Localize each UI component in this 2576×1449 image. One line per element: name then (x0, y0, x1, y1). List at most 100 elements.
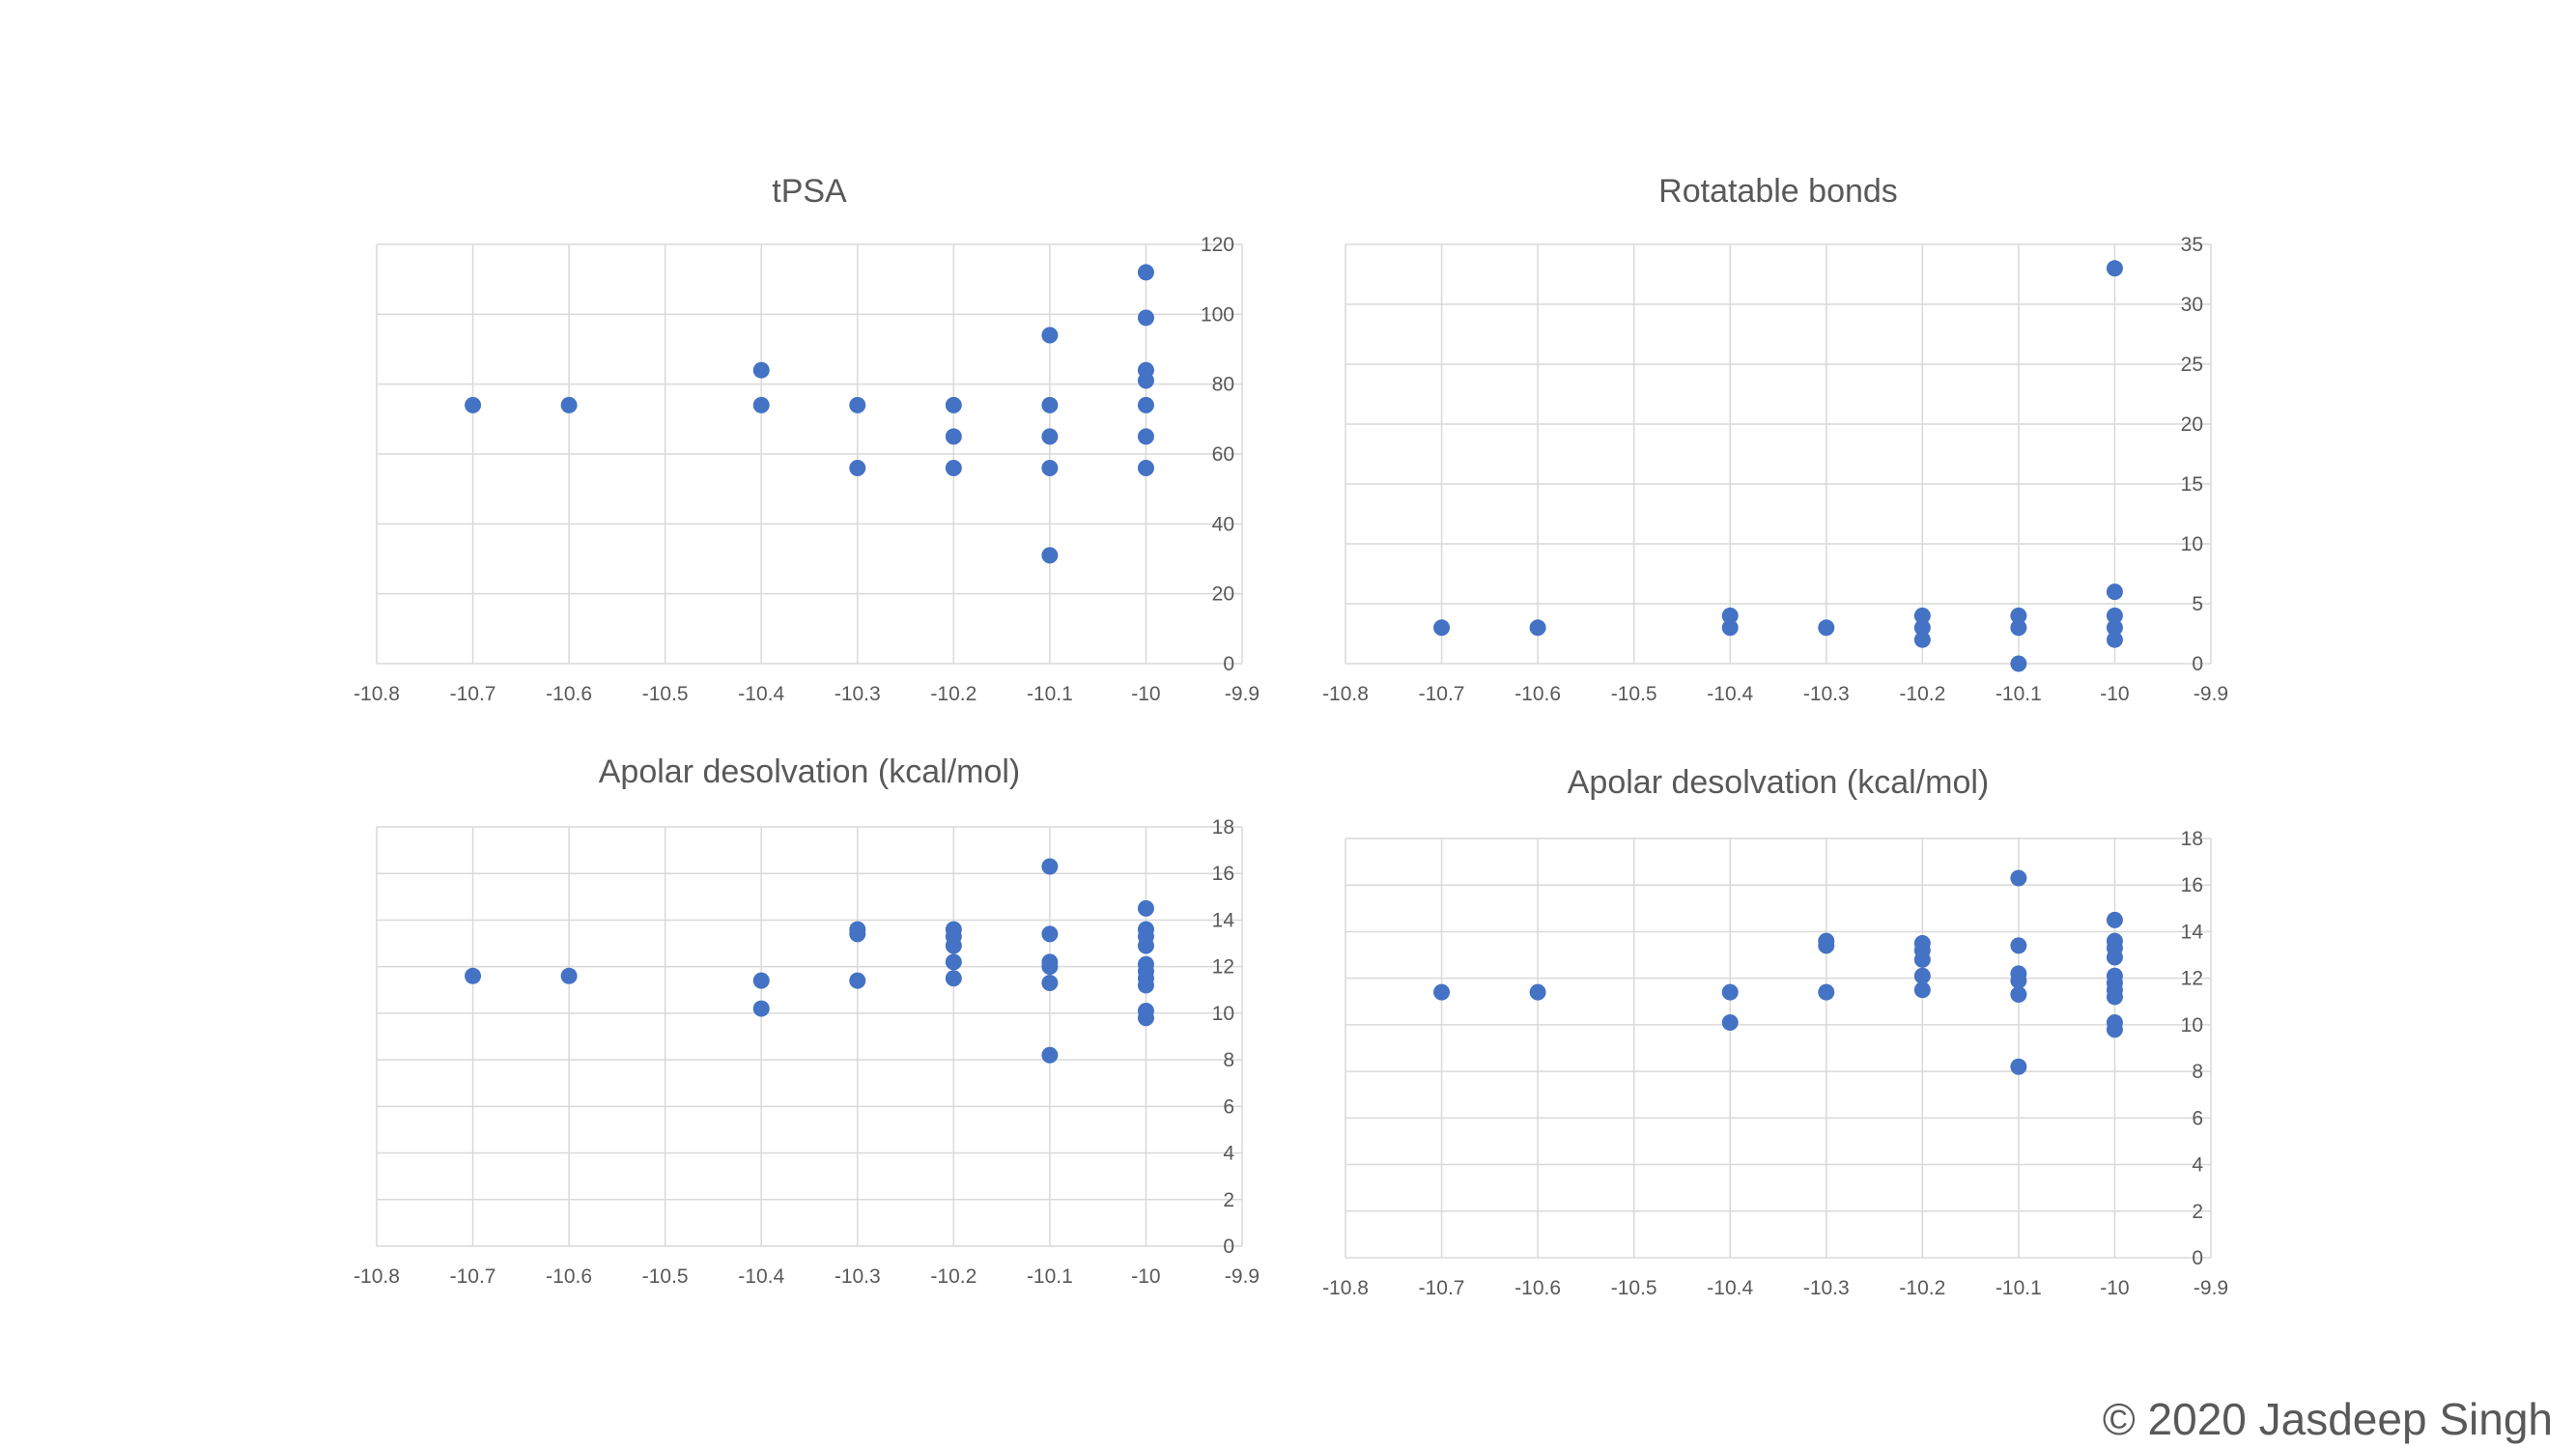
y-tick-label: 0 (1223, 653, 1234, 675)
x-tick-label: -10.2 (1899, 683, 1945, 705)
x-tick-label: -10.5 (642, 1265, 689, 1288)
x-tick-label: -10.3 (835, 683, 881, 705)
y-tick-label: 0 (2192, 653, 2203, 675)
data-point (1721, 619, 1739, 637)
y-tick-label: 10 (2181, 533, 2203, 555)
x-tick-label: -10.2 (1899, 1277, 1945, 1299)
y-tick-label: 6 (2192, 1107, 2203, 1129)
data-point (2010, 619, 2027, 637)
x-tick-label: -10.3 (1803, 683, 1850, 705)
data-point (1913, 607, 1931, 624)
x-tick-label: -10.4 (1707, 1277, 1753, 1299)
x-tick-label: -10.8 (1322, 1277, 1369, 1299)
data-point (849, 972, 866, 989)
y-tick-label: 14 (1212, 909, 1235, 931)
y-tick-label: 0 (1223, 1236, 1234, 1258)
x-tick-label: -10 (1131, 683, 1160, 705)
data-point (945, 459, 962, 476)
data-point (945, 428, 962, 445)
data-point (2010, 1058, 2027, 1075)
x-tick-label: -10.4 (1707, 683, 1753, 705)
x-tick-label: -10 (2100, 683, 2129, 705)
data-point (1041, 858, 1059, 875)
chart-title: tPSA (772, 173, 847, 210)
data-point (465, 967, 482, 984)
x-tick-label: -10.3 (1803, 1277, 1850, 1299)
data-point (1137, 899, 1154, 917)
chart-title: Apolar desolvation (kcal/mol) (1568, 764, 1990, 801)
y-tick-label: 100 (1201, 303, 1234, 326)
data-point (1721, 607, 1739, 624)
x-tick-label: -10.6 (546, 1265, 592, 1288)
data-point (1137, 459, 1154, 476)
chart-1: tPSA -10.8 -10.7 -10.6 -10.5 -10.4 -10.3 -10.2 -… (354, 173, 1260, 705)
y-tick-label: 0 (2192, 1247, 2203, 1269)
data-point (752, 396, 770, 413)
data-point (2106, 1021, 2123, 1038)
data-point (752, 1000, 770, 1017)
data-point (1818, 983, 1835, 1001)
x-tick-label: -10.1 (1027, 1265, 1073, 1288)
y-tick-label: 16 (1212, 863, 1234, 885)
data-point (1913, 981, 1931, 999)
y-tick-label: 12 (2181, 968, 2203, 990)
data-point (1913, 619, 1931, 637)
data-point (1041, 925, 1059, 943)
x-tick-label: -10 (1131, 1265, 1160, 1288)
y-tick-label: 18 (1212, 816, 1234, 838)
y-tick-label: 6 (1223, 1095, 1234, 1118)
y-tick-label: 80 (1212, 374, 1234, 396)
data-point (849, 925, 866, 943)
x-tick-label: -10.5 (1611, 683, 1657, 705)
y-tick-label: 16 (2181, 874, 2203, 896)
y-tick-label: 20 (2181, 413, 2203, 436)
data-point (1433, 619, 1451, 637)
y-tick-label: 12 (1212, 956, 1234, 979)
data-point (945, 396, 962, 413)
data-point (1041, 327, 1059, 344)
y-tick-label: 8 (1223, 1049, 1234, 1071)
data-point (752, 972, 770, 989)
x-tick-label: -10.8 (354, 1265, 400, 1288)
data-point (1913, 967, 1931, 984)
y-tick-label: 40 (1212, 513, 1234, 535)
data-point (2010, 972, 2027, 989)
x-tick-label: -10.4 (738, 1265, 784, 1288)
x-tick-label: -9.9 (2194, 683, 2228, 705)
data-point (1137, 396, 1154, 413)
data-point (2010, 655, 2027, 672)
data-point (849, 396, 866, 413)
data-point (560, 967, 578, 984)
chart-2: Rotatable bonds -10.8 -10.7 -10.6 -10.5 -10.4… (1322, 173, 2228, 705)
data-point (2106, 631, 2123, 648)
data-point (1913, 631, 1931, 648)
x-tick-label: -10.6 (1514, 683, 1561, 705)
y-tick-label: 10 (1212, 1003, 1234, 1025)
data-point (945, 970, 962, 987)
data-point (1041, 958, 1059, 976)
x-tick-label: -10.7 (450, 1265, 496, 1288)
x-tick-label: -10 (2100, 1277, 2129, 1299)
y-tick-label: 4 (1223, 1143, 1234, 1165)
data-point (945, 953, 962, 971)
data-point (2106, 949, 2123, 966)
y-tick-label: 30 (2181, 294, 2203, 316)
data-point (1721, 1013, 1739, 1031)
chart-title: Rotatable bonds (1658, 173, 1898, 210)
data-point (2010, 937, 2027, 954)
data-point (2106, 911, 2123, 928)
y-tick-label: 2 (1223, 1189, 1234, 1211)
x-tick-label: -10.3 (835, 1265, 881, 1288)
y-tick-label: 25 (2181, 354, 2203, 376)
data-point (1433, 983, 1451, 1001)
data-point (2106, 260, 2123, 277)
y-tick-label: 60 (1212, 443, 1234, 466)
data-point (2106, 988, 2123, 1006)
x-tick-label: -10.1 (1996, 683, 2042, 705)
x-tick-label: -10.7 (1419, 683, 1465, 705)
data-point (1041, 428, 1059, 445)
copyright-notice: © 2020 Jasdeep Singh (2102, 1394, 2553, 1444)
data-point (1721, 983, 1739, 1001)
x-tick-label: -9.9 (2194, 1277, 2228, 1299)
